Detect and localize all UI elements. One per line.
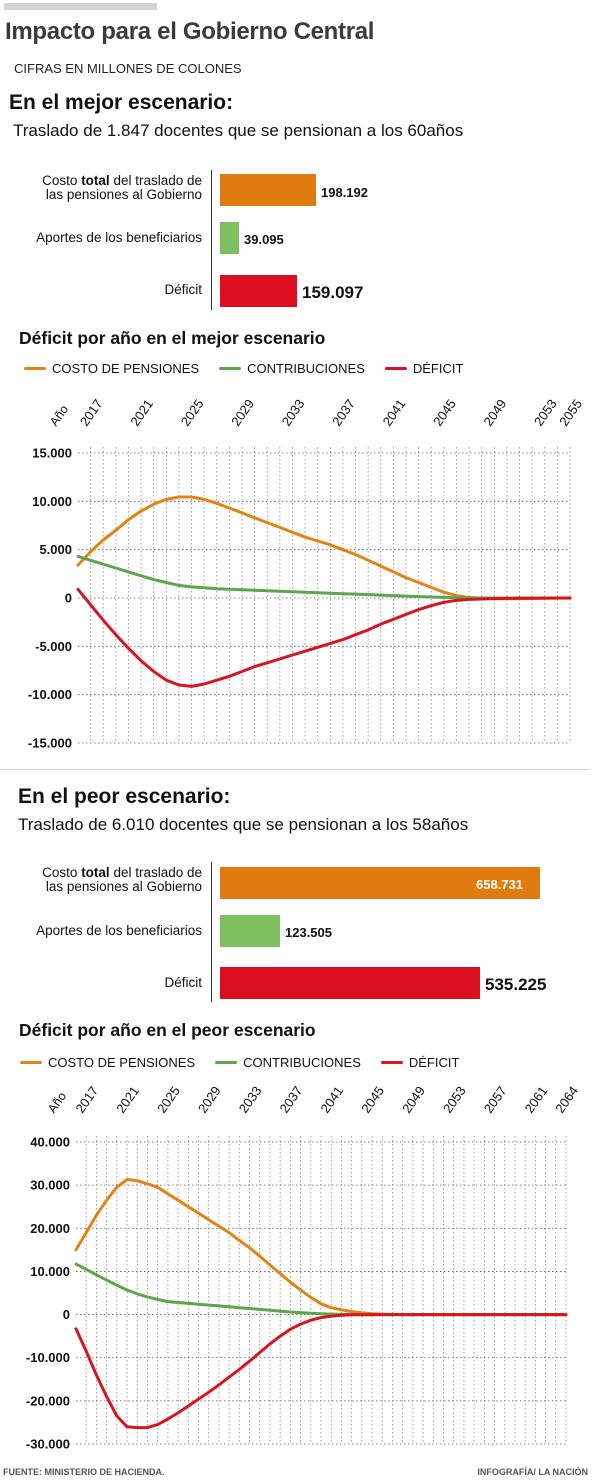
- deficit-line: [76, 587, 572, 688]
- best-bar-deficit: [220, 275, 297, 307]
- x-tick-label: 2045: [430, 396, 459, 428]
- x-tick-label: 2064: [552, 1083, 581, 1115]
- y-tick-label: -15.000: [28, 736, 72, 751]
- x-tick-label: 2041: [380, 396, 409, 428]
- x-tick-label: 2049: [480, 396, 509, 428]
- x-tick-label: 2033: [236, 1083, 265, 1115]
- y-tick-label: 5.000: [39, 542, 72, 557]
- legend-item-costo: COSTO DE PENSIONES: [24, 361, 199, 376]
- worst-bar-label-deficit: Déficit: [164, 975, 202, 990]
- x-tick-label: 2053: [440, 1083, 469, 1115]
- y-tick-label: 15.000: [32, 446, 72, 461]
- worst-scenario-subtitle: Traslado de 6.010 docentes que se pensio…: [18, 815, 469, 834]
- best-bar-value-deficit: 159.097: [302, 283, 364, 302]
- worst-bar-label-costo: Costo total del traslado de las pensiones…: [42, 865, 202, 894]
- x-tick-label: 2041: [317, 1083, 346, 1115]
- x-tick-label: 2025: [154, 1083, 183, 1115]
- worst-chart-legend: COSTO DE PENSIONES CONTRIBUCIONES DÉFICI…: [20, 1055, 473, 1070]
- legend-item-costo: COSTO DE PENSIONES: [20, 1055, 195, 1070]
- x-tick-label: 2033: [279, 396, 308, 428]
- y-tick-label: -10.000: [28, 687, 72, 702]
- best-bars-axis: [211, 170, 212, 310]
- y-tick-label: 0: [65, 591, 72, 606]
- best-bar-label-aportes: Aportes de los beneficiarios: [36, 230, 202, 245]
- units-note: CIFRAS EN MILLONES DE COLONES: [14, 61, 242, 76]
- y-tick-label: 10.000: [30, 1264, 70, 1279]
- best-bar-label-deficit: Déficit: [164, 282, 202, 297]
- legend-item-deficit: DÉFICIT: [384, 361, 463, 376]
- worst-bar-value-costo: 658.731: [476, 877, 523, 892]
- footer-source: FUENTE: MINISTERIO DE HACIENDA.: [3, 1467, 165, 1477]
- worst-bar-deficit: [220, 967, 480, 999]
- y-tick-label: -20.000: [26, 1393, 70, 1408]
- y-tick-label: 20.000: [30, 1221, 70, 1236]
- footer-credit: INFOGRAFÍA/ LA NACIÓN: [477, 1467, 588, 1477]
- best-bar-value-costo: 198.192: [321, 185, 368, 200]
- x-axis-label: Año: [45, 1089, 69, 1115]
- costo-line: [76, 495, 572, 601]
- worst-chart-title: Déficit por año en el peor escenario: [19, 1020, 316, 1040]
- x-tick-label: 2017: [72, 1083, 101, 1115]
- legend-item-contrib: CONTRIBUCIONES: [215, 1055, 361, 1070]
- best-bar-value-aportes: 39.095: [244, 232, 284, 247]
- contrib-line: [76, 554, 572, 600]
- legend-swatch-deficit: [384, 367, 407, 370]
- worst-bar-costo: [220, 867, 540, 899]
- x-tick-label: 2061: [522, 1083, 551, 1115]
- best-bar-label-costo: Costo total del traslado de las pensiones…: [42, 173, 202, 202]
- legend-swatch-costo: [24, 367, 46, 370]
- y-tick-label: 40.000: [30, 1135, 70, 1150]
- costo-line: [74, 1178, 568, 1317]
- worst-bars-axis: [211, 862, 212, 1002]
- best-bar-aportes: [220, 222, 239, 254]
- worst-line-chart: 40.000 30.000 20.000 10.000 0 -10.000 -20.000 -…: [26, 1083, 581, 1452]
- x-tick-label: 2025: [178, 396, 207, 428]
- x-tick-label: 2049: [399, 1083, 428, 1115]
- section-divider: [0, 769, 590, 770]
- x-tick-label: 2029: [195, 1083, 224, 1115]
- best-line-chart: 15.000 10.000 5.000 0 -5.000 -10.000 -15.000 Añ…: [28, 396, 585, 751]
- worst-bar-label-aportes: Aportes de los beneficiarios: [36, 923, 202, 938]
- worst-bar-aportes: [220, 915, 280, 947]
- best-scenario-subtitle: Traslado de 1.847 docentes que se pensio…: [13, 121, 464, 140]
- legend-swatch-costo: [20, 1061, 42, 1064]
- y-tick-label: -5.000: [35, 639, 72, 654]
- legend-swatch-deficit: [380, 1061, 403, 1064]
- x-tick-label: 2057: [481, 1083, 510, 1115]
- deficit-line: [74, 1313, 568, 1430]
- legend-item-deficit: DÉFICIT: [380, 1055, 459, 1070]
- legend-swatch-contrib: [219, 367, 242, 370]
- best-chart-legend: COSTO DE PENSIONES CONTRIBUCIONES DÉFICI…: [24, 361, 477, 376]
- x-tick-label: 2053: [531, 396, 560, 428]
- legend-swatch-contrib: [215, 1061, 238, 1064]
- best-scenario-title: En el mejor escenario:: [9, 91, 234, 114]
- y-tick-label: 10.000: [32, 494, 72, 509]
- x-tick-label: 2029: [228, 396, 257, 428]
- worst-bar-value-aportes: 123.505: [285, 925, 332, 940]
- x-tick-label: 2021: [127, 396, 156, 428]
- page-title: Impacto para el Gobierno Central: [5, 18, 375, 45]
- x-tick-label: 2037: [329, 396, 358, 428]
- y-tick-label: -30.000: [26, 1437, 70, 1452]
- worst-bar-value-deficit: 535.225: [485, 975, 547, 994]
- best-chart-title: Déficit por año en el mejor escenario: [19, 328, 326, 348]
- x-tick-label: 2017: [77, 396, 106, 428]
- x-tick-label: 2037: [277, 1083, 306, 1115]
- worst-scenario-title: En el peor escenario:: [18, 785, 231, 808]
- x-tick-label: 2045: [358, 1083, 387, 1115]
- x-axis-label: Año: [47, 402, 71, 428]
- x-tick-label: 2021: [113, 1083, 142, 1115]
- best-bar-costo: [220, 174, 316, 206]
- x-tick-label: 2055: [556, 396, 585, 428]
- legend-item-contrib: CONTRIBUCIONES: [219, 361, 365, 376]
- y-tick-label: 0: [63, 1307, 70, 1322]
- y-tick-label: -10.000: [26, 1350, 70, 1365]
- y-tick-label: 30.000: [30, 1178, 70, 1193]
- top-accent-bar: [4, 3, 157, 10]
